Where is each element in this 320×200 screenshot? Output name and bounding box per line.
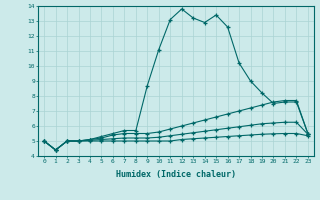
X-axis label: Humidex (Indice chaleur): Humidex (Indice chaleur) (116, 170, 236, 179)
